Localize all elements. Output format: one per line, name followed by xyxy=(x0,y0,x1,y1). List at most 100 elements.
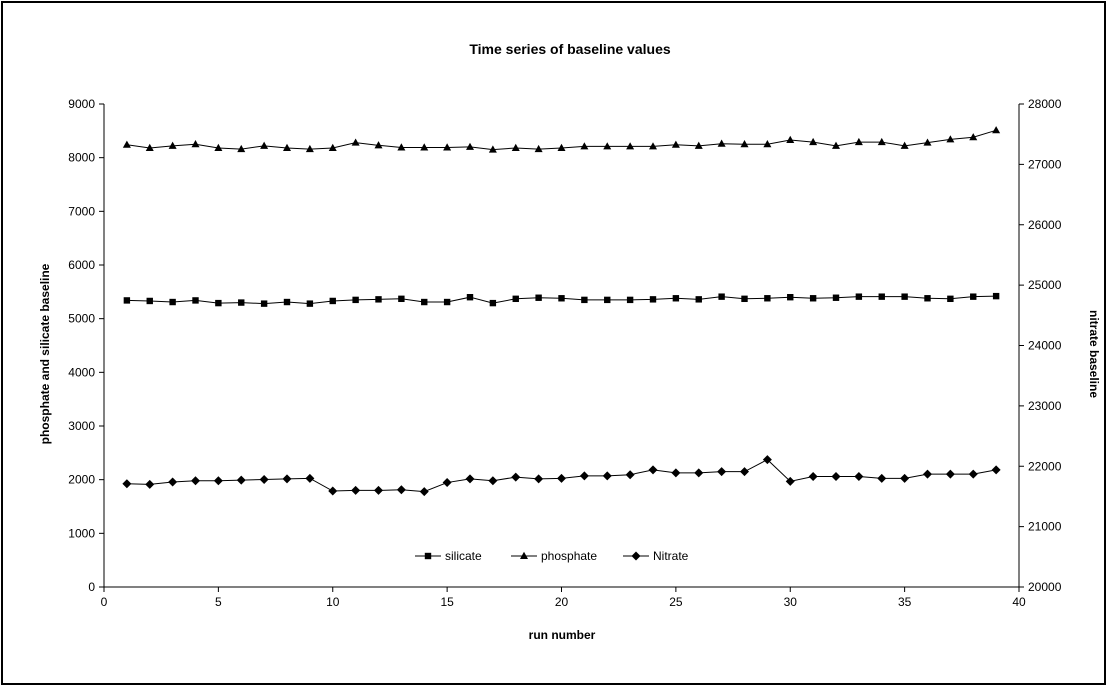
x-tick-label: 20 xyxy=(555,595,569,609)
nitrate-point xyxy=(877,473,887,483)
nitrate-point xyxy=(168,477,178,487)
right-tick-label: 20000 xyxy=(1028,580,1062,594)
right-axis-title: nitrate baseline xyxy=(1087,310,1101,398)
silicate-point xyxy=(787,294,794,301)
silicate-point xyxy=(421,298,428,306)
silicate-point xyxy=(718,293,725,300)
nitrate-point xyxy=(396,485,406,495)
right-tick-label: 24000 xyxy=(1028,339,1062,353)
phosphate-point xyxy=(603,142,612,150)
left-axis-title: phosphate and silicate baseline xyxy=(38,263,52,444)
phosphate-point xyxy=(397,143,406,151)
silicate-point xyxy=(146,297,153,305)
right-tick-label: 23000 xyxy=(1028,399,1062,413)
phosphate-point xyxy=(649,142,657,150)
phosphate-point xyxy=(283,143,291,152)
silicate-point xyxy=(512,295,519,303)
silicate-point xyxy=(878,293,885,300)
left-tick-label: 0 xyxy=(88,580,95,594)
silicate-point xyxy=(947,295,954,303)
nitrate-point xyxy=(671,468,681,478)
plot-area: 0 5 10 15 20 25 30 35 40 0 1000 2000 3000 4000 5000 600… xyxy=(68,97,1061,609)
phosphate-point xyxy=(809,137,818,146)
phosphate-point xyxy=(374,141,383,149)
nitrate-point xyxy=(305,473,315,483)
silicate-point xyxy=(329,297,336,305)
phosphate-point xyxy=(832,141,840,149)
left-tick-label: 6000 xyxy=(68,258,95,272)
nitrate-point xyxy=(282,474,292,484)
phosphate-point xyxy=(260,141,269,149)
nitrate-point xyxy=(648,465,658,475)
phosphate-point xyxy=(580,142,589,150)
nitrate-point xyxy=(579,471,589,481)
silicate-point xyxy=(466,294,474,301)
silicate-point xyxy=(741,295,748,303)
nitrate-point xyxy=(488,476,498,486)
x-axis-title: run number xyxy=(529,628,596,642)
silicate-point xyxy=(192,297,199,304)
chart-title: Time series of baseline values xyxy=(469,41,671,57)
nitrate-point xyxy=(923,469,932,479)
silicate-point xyxy=(260,300,268,307)
right-tick-label: 25000 xyxy=(1028,278,1062,292)
left-tick-label: 1000 xyxy=(68,526,95,540)
phosphate-point xyxy=(992,126,1001,134)
nitrate-point xyxy=(557,473,566,483)
nitrate-point xyxy=(374,485,383,495)
silicate-point xyxy=(901,293,908,300)
x-tick-label: 35 xyxy=(898,595,912,609)
silicate-point xyxy=(855,293,863,300)
silicate-point xyxy=(558,295,565,302)
silicate-point xyxy=(398,295,405,303)
phosphate-point xyxy=(717,139,726,147)
nitrate-point xyxy=(328,486,338,496)
silicate-point xyxy=(604,296,611,304)
phosphate-point xyxy=(237,144,246,153)
nitrate-point xyxy=(625,470,635,480)
silicate-point xyxy=(535,294,542,301)
silicate-point xyxy=(924,295,931,302)
nitrate-point xyxy=(213,476,223,486)
nitrate-point xyxy=(968,469,978,479)
legend: silicate phosphate Nitrate xyxy=(415,549,689,563)
nitrate-point xyxy=(602,471,612,481)
silicate-point xyxy=(215,299,222,307)
phosphate-point xyxy=(145,143,154,152)
legend-marker-phosphate xyxy=(520,551,528,559)
phosphate-point xyxy=(877,137,886,146)
nitrate-point xyxy=(465,474,475,484)
nitrate-point xyxy=(991,465,1001,475)
phosphate-point xyxy=(511,143,520,152)
silicate-point xyxy=(832,294,840,301)
phosphate-point xyxy=(923,138,932,146)
right-tick-label: 22000 xyxy=(1028,459,1062,473)
x-tick-label: 25 xyxy=(669,595,683,609)
nitrate-point xyxy=(534,474,544,484)
phosphate-point xyxy=(214,143,223,152)
nitrate-point xyxy=(419,487,429,497)
nitrate-point xyxy=(762,455,772,465)
x-tick-label: 5 xyxy=(215,595,222,609)
nitrate-point xyxy=(122,479,132,489)
nitrate-point xyxy=(694,468,704,478)
silicate-point xyxy=(352,296,359,304)
right-tick-label: 28000 xyxy=(1028,97,1062,111)
x-tick-label: 0 xyxy=(101,595,108,609)
x-tick-label: 15 xyxy=(440,595,454,609)
nitrate-point xyxy=(442,478,452,488)
phosphate-point xyxy=(854,137,863,146)
silicate-point xyxy=(169,298,176,306)
silicate-point xyxy=(443,298,451,306)
nitrate-point xyxy=(854,472,864,482)
phosphate-point xyxy=(740,140,749,148)
phosphate-point xyxy=(191,140,200,148)
silicate-point xyxy=(626,296,634,304)
x-tick-label: 30 xyxy=(784,595,798,609)
right-tick-label: 21000 xyxy=(1028,520,1062,534)
legend-marker-silicate xyxy=(424,552,432,560)
phosphate-point xyxy=(351,138,360,146)
phosphate-point xyxy=(534,144,543,153)
phosphate-point xyxy=(328,143,337,152)
